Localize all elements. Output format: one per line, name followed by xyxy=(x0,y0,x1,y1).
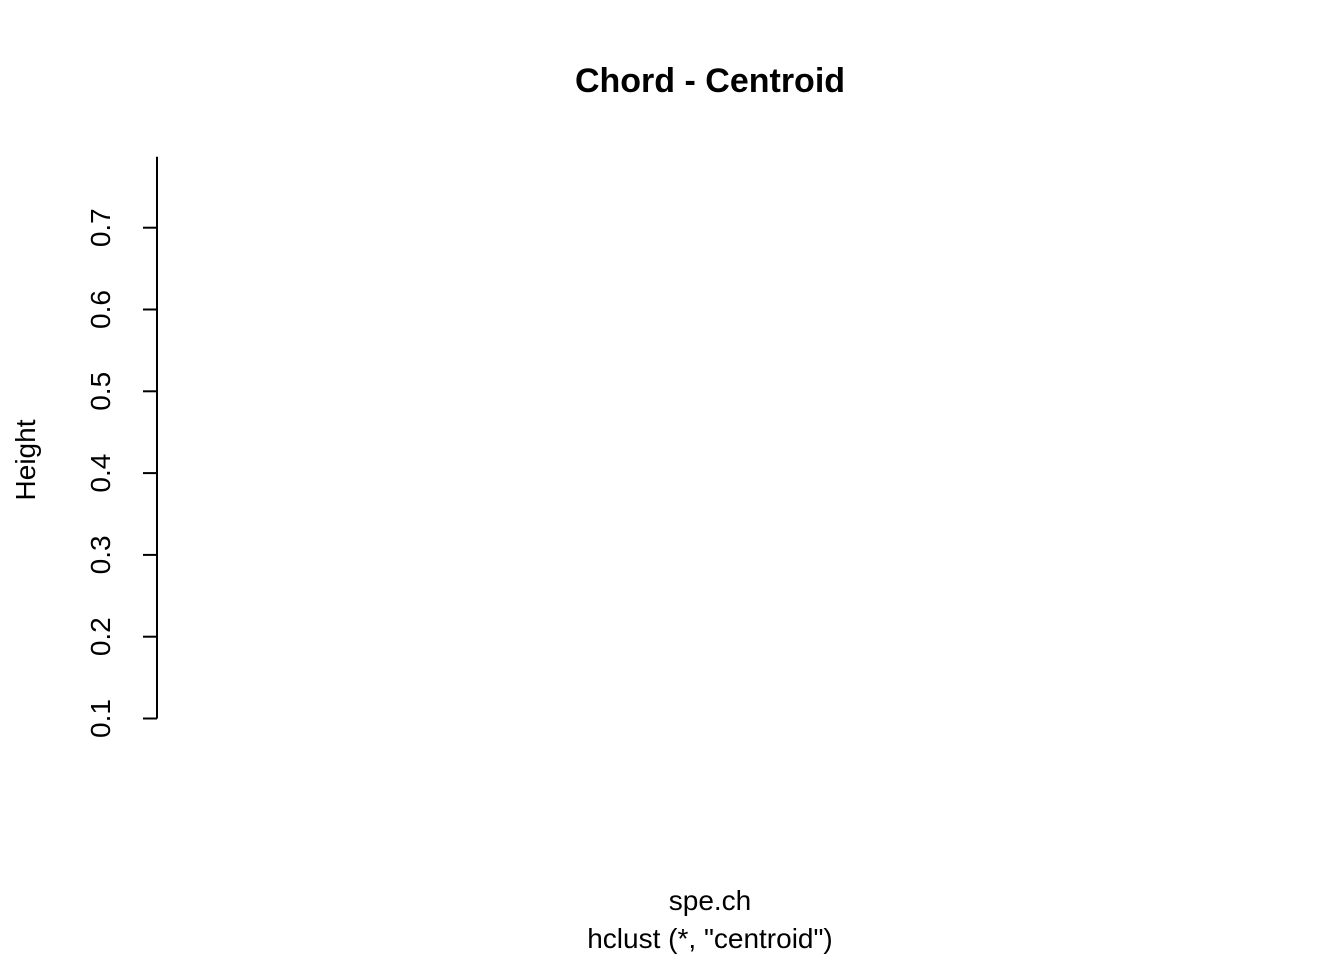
y-tick-label: 0.2 xyxy=(85,617,116,656)
y-tick-label: 0.5 xyxy=(85,372,116,411)
chart-title: Chord - Centroid xyxy=(575,62,845,100)
y-axis: 0.1 0.2 0.3 0.4 0.5 0.6 0.7 xyxy=(85,156,158,738)
x-axis-label: spe.ch xyxy=(669,885,752,916)
y-tick-label: 0.4 xyxy=(85,454,116,493)
y-tick-label: 0.6 xyxy=(85,290,116,329)
method-subtitle: hclust (*, "centroid") xyxy=(587,923,833,954)
y-axis-label: Height xyxy=(10,419,41,500)
y-tick-label: 0.1 xyxy=(85,699,116,738)
y-tick-label: 0.7 xyxy=(85,208,116,247)
y-tick-label: 0.3 xyxy=(85,535,116,574)
